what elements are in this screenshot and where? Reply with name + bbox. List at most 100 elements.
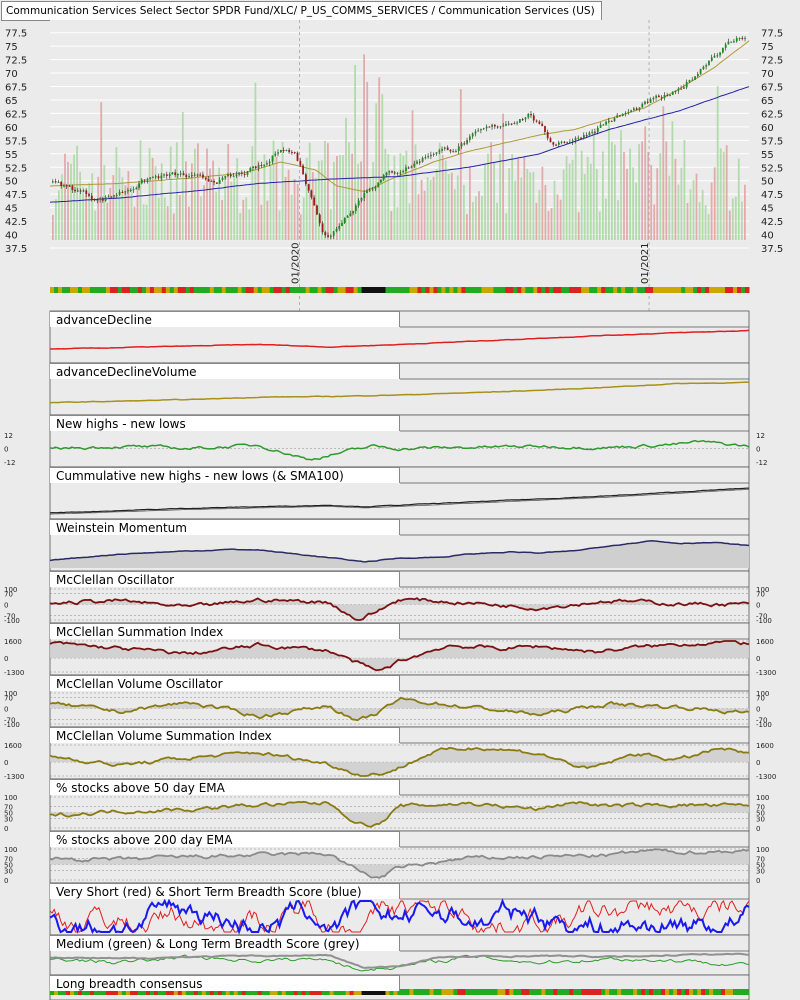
- volume-bar: [148, 148, 151, 240]
- strip-cell: [301, 287, 307, 293]
- volume-bar: [272, 140, 275, 240]
- panel-title: Very Short (red) & Short Term Breadth Sc…: [50, 883, 400, 899]
- strip-cell: [297, 989, 303, 995]
- volume-bar: [695, 173, 698, 240]
- strip-cell: [185, 287, 191, 293]
- candle-body: [460, 143, 463, 147]
- candle-body: [213, 181, 215, 183]
- strip-cell: [549, 989, 554, 995]
- strip-cell: [481, 287, 486, 293]
- strip-cell: [217, 989, 223, 995]
- volume-bar: [541, 166, 544, 240]
- strip-cell: [585, 287, 590, 293]
- volume-bar: [583, 174, 586, 240]
- volume-bar: [248, 209, 251, 240]
- strip-cell: [485, 989, 490, 995]
- panel-tick-left: -12: [4, 459, 15, 467]
- strip-cell: [213, 287, 219, 293]
- strip-cell: [317, 287, 323, 293]
- panel-tick-left: 0: [4, 602, 8, 610]
- candle-body: [627, 112, 630, 114]
- volume-bar: [744, 184, 746, 240]
- strip-cell: [245, 287, 251, 293]
- mcclellan_oscillator-fill: [50, 598, 749, 620]
- strip-cell: [237, 989, 243, 995]
- candle-body: [163, 174, 165, 176]
- panel-tick-left: -70: [4, 716, 15, 724]
- panel-title: McClellan Oscillator: [50, 571, 400, 587]
- candle-body: [733, 41, 735, 43]
- candle-body: [141, 179, 143, 184]
- volume-bar: [339, 155, 341, 240]
- strip-cell: [277, 989, 283, 995]
- strip-cell: [66, 287, 71, 293]
- candle-body: [658, 95, 660, 98]
- strip-cell: [561, 989, 566, 995]
- candle-body: [166, 174, 168, 176]
- strip-cell: [265, 989, 271, 995]
- price-tick-right: 55: [761, 150, 774, 161]
- volume-bar: [139, 140, 142, 240]
- candle-body: [702, 66, 705, 69]
- long-breadth-consensus-strip: [50, 989, 750, 995]
- candle-body: [324, 232, 327, 236]
- candle-body: [396, 172, 399, 174]
- candle-body: [544, 126, 546, 132]
- candle-body: [438, 150, 441, 153]
- price-tick-right: 65: [761, 96, 774, 107]
- volume-bar: [296, 184, 299, 240]
- strip-cell: [149, 989, 155, 995]
- price-tick-right: 52.5: [761, 163, 783, 174]
- volume-bar: [70, 163, 72, 240]
- volume-bar: [734, 196, 737, 240]
- volume-bar: [163, 197, 166, 240]
- volume-bar: [55, 199, 57, 240]
- volume-bar: [58, 190, 60, 240]
- price-tick-left: 70: [5, 69, 18, 80]
- strip-cell: [281, 287, 287, 293]
- candle-body: [530, 114, 532, 116]
- strip-cell: [105, 989, 111, 995]
- panel-tick-right: 12: [756, 432, 765, 440]
- strip-cell: [613, 287, 618, 293]
- candle-body: [683, 87, 685, 89]
- strip-cell: [305, 287, 311, 293]
- strip-cell: [445, 287, 450, 293]
- panel-tick-left: 30: [4, 816, 13, 824]
- strip-cell: [677, 989, 682, 995]
- candle-body: [110, 196, 113, 198]
- candle-body: [402, 171, 405, 173]
- volume-bar: [538, 190, 541, 240]
- price-tick-left: 62.5: [5, 109, 27, 120]
- volume-bar: [647, 151, 650, 240]
- candle-body: [318, 214, 321, 224]
- strip-cell: [101, 287, 107, 293]
- strip-cell: [413, 287, 418, 293]
- strip-cell: [497, 989, 502, 995]
- strip-cell: [605, 989, 610, 995]
- volume-bar: [308, 142, 311, 240]
- strip-cell: [233, 989, 239, 995]
- candle-body: [380, 179, 382, 183]
- strip-cell: [665, 989, 670, 995]
- volume-bar: [311, 172, 314, 240]
- strip-cell: [289, 989, 295, 995]
- volume-bar: [82, 187, 84, 240]
- candle-body: [132, 189, 135, 191]
- candle-body: [63, 185, 65, 187]
- strip-cell: [317, 989, 323, 995]
- strip-cell: [733, 287, 738, 293]
- strip-cell: [709, 287, 714, 293]
- strip-cell: [58, 989, 63, 995]
- candle-body: [160, 175, 163, 179]
- strip-cell: [665, 287, 670, 293]
- candle-body: [82, 190, 85, 192]
- strip-cell: [325, 989, 331, 995]
- price-tick-right: 40: [761, 231, 774, 242]
- price-tick-left: 72.5: [5, 56, 27, 67]
- candle-body: [441, 148, 443, 151]
- candle-body: [616, 115, 619, 118]
- volume-bar: [106, 202, 109, 240]
- strip-cell: [221, 287, 227, 293]
- price-tick-left: 52.5: [5, 163, 27, 174]
